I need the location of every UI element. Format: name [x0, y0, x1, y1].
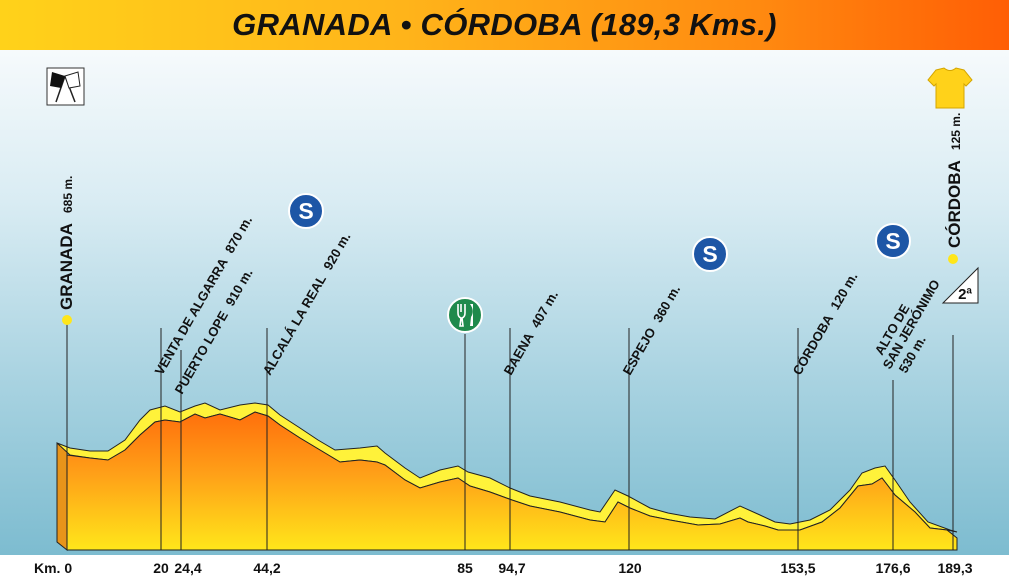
sprint-letter: S — [885, 228, 900, 254]
km-tick: 120 — [618, 560, 642, 576]
km-tick: 176,6 — [875, 560, 910, 576]
label-puerto-lope-alt: 910 m. — [222, 266, 255, 309]
start-flags-icon — [46, 67, 85, 106]
sprint-icon: S — [875, 223, 911, 259]
label-espejo-alt: 360 m. — [650, 282, 683, 325]
sprint-letter: S — [702, 241, 717, 267]
km-tick: 153,5 — [780, 560, 815, 576]
profile-face — [66, 411, 958, 551]
km-start-label: Km. 0 — [34, 560, 72, 576]
label-alto-san-jeronimo: ALTO DE SAN JERÓNIMO 530 m. — [872, 277, 943, 375]
label-cordoba-finish-name: CÓRDOBA — [945, 160, 964, 248]
sprint-icon: S — [692, 236, 728, 272]
sprint-letter: S — [298, 198, 313, 224]
label-venta-de-algarra-alt: 870 m. — [222, 213, 255, 256]
place-labels: GRANADA 685 m. VENTA DE ALGARRA 870 m. P… — [57, 113, 964, 397]
sprint-icon: S — [288, 193, 324, 229]
profile-side-face — [56, 442, 68, 552]
label-granada: GRANADA 685 m. — [57, 176, 76, 310]
summit-marker-icon: 2ª — [941, 266, 979, 304]
km-tick: 24,4 — [174, 560, 201, 576]
km-tick: 20 — [153, 560, 169, 576]
label-cordoba-120-name: CÓRDOBA — [790, 311, 837, 377]
header-banner: GRANADA • CÓRDOBA (189,3 Kms.) — [0, 0, 1009, 50]
yellow-jersey-icon — [927, 67, 973, 109]
km-axis: Km. 0 20 24,4 44,2 85 94,7 120 153,5 176… — [34, 560, 973, 576]
label-cordoba-120-alt: 120 m. — [827, 270, 860, 313]
label-baena-name: BAENA — [501, 329, 537, 377]
feed-zone-cutlery-icon — [447, 297, 483, 333]
km-tick: 189,3 — [937, 560, 972, 576]
label-cordoba-finish: CÓRDOBA 125 m. — [945, 113, 964, 248]
label-granada-alt: 685 m. — [61, 176, 75, 213]
km-tick: 94,7 — [498, 560, 525, 576]
label-cordoba-120: CÓRDOBA 120 m. — [790, 270, 861, 378]
stage-profile: GRANADA 685 m. VENTA DE ALGARRA 870 m. P… — [46, 67, 979, 552]
start-dot — [62, 315, 72, 325]
label-alcala-la-real-alt: 920 m. — [320, 230, 353, 273]
label-granada-name: GRANADA — [57, 223, 76, 310]
stage-title: GRANADA • CÓRDOBA (189,3 Kms.) — [232, 7, 777, 42]
label-cordoba-finish-alt: 125 m. — [949, 113, 963, 150]
km-tick: 44,2 — [253, 560, 280, 576]
climb-category: 2ª — [958, 286, 972, 303]
label-alcala-la-real: ALCALÁ LA REAL 920 m. — [260, 230, 354, 378]
finish-dot — [948, 254, 958, 264]
profile-panel: GRANADA 685 m. VENTA DE ALGARRA 870 m. P… — [0, 50, 1009, 555]
label-espejo-name: ESPEJO — [620, 325, 659, 378]
km-tick: 85 — [457, 560, 473, 576]
label-baena-alt: 407 m. — [528, 288, 561, 331]
label-alcala-la-real-name: ALCALÁ LA REAL — [260, 272, 329, 377]
elevation-profile — [56, 402, 958, 552]
place-lines — [66, 324, 954, 550]
